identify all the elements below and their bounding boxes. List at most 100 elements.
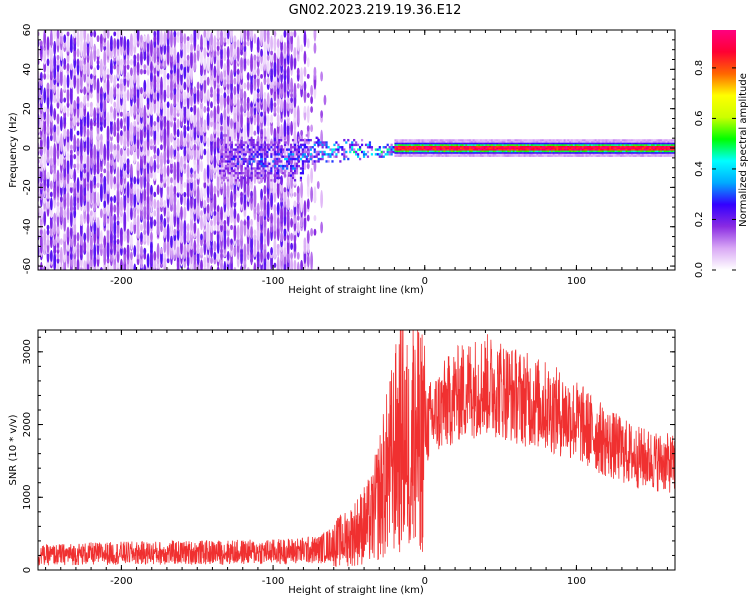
heatmap-cell	[412, 153, 415, 156]
heatmap-cell	[607, 139, 610, 142]
heatmap-cell	[213, 35, 217, 52]
heatmap-cell	[89, 210, 93, 216]
heatmap-cell	[643, 153, 646, 156]
heatmap-cell	[427, 148, 430, 151]
heatmap-cell	[110, 196, 113, 203]
heatmap-cell	[416, 151, 419, 154]
heatmap-cell	[303, 214, 307, 232]
heatmap-cell	[93, 120, 97, 127]
heatmap-cell	[550, 155, 554, 157]
heatmap-cell	[627, 148, 630, 151]
heatmap-cell	[663, 150, 666, 153]
heatmap-cell	[543, 139, 546, 142]
heatmap-cell	[290, 217, 293, 228]
heatmap-cell	[581, 148, 584, 151]
heatmap-cell	[274, 164, 277, 168]
heatmap-cell	[638, 148, 641, 151]
heatmap-cell	[556, 150, 559, 153]
heatmap-cell	[313, 141, 316, 144]
heatmap-cell	[594, 155, 597, 157]
heatmap-cell	[447, 147, 450, 150]
heatmap-cell	[220, 157, 224, 161]
heatmap-cell	[289, 164, 293, 168]
heatmap-cell	[248, 150, 251, 154]
heatmap-cell	[621, 148, 625, 151]
heatmap-cell	[614, 150, 617, 153]
heatmap-cell	[463, 139, 466, 142]
heatmap-cell	[607, 145, 610, 148]
heatmap-cell	[456, 145, 459, 148]
heatmap-cell	[280, 176, 283, 180]
heatmap-cell	[190, 114, 193, 124]
heatmap-cell	[459, 145, 463, 148]
heatmap-cell	[170, 30, 173, 48]
heatmap-cell	[421, 142, 424, 145]
heatmap-cell	[640, 139, 643, 142]
heatmap-cell	[403, 153, 406, 156]
heatmap-cell	[439, 139, 443, 142]
heatmap-cell	[343, 153, 346, 156]
heatmap-cell	[472, 139, 475, 142]
heatmap-cell	[216, 205, 220, 212]
heatmap-cell	[558, 145, 561, 148]
heatmap-cell	[230, 162, 234, 165]
heatmap-cell	[498, 145, 501, 148]
heatmap-cell	[303, 162, 307, 171]
heatmap-cell	[481, 147, 484, 150]
heatmap-cell	[552, 153, 555, 156]
heatmap-cell	[248, 160, 251, 163]
heatmap-cell	[291, 157, 295, 161]
heatmap-cell	[432, 155, 435, 157]
heatmap-cell	[282, 150, 285, 154]
heatmap-cell	[280, 34, 283, 43]
heatmap-cell	[43, 228, 47, 246]
heatmap-cell	[509, 150, 512, 153]
heatmap-cell	[56, 156, 60, 167]
heatmap-cell	[89, 77, 93, 86]
heatmap-cell	[69, 209, 73, 227]
heatmap-cell	[658, 139, 661, 142]
heatmap-cell	[465, 155, 468, 157]
heatmap-cell	[519, 148, 523, 151]
heatmap-cell	[651, 147, 654, 150]
heatmap-cell	[110, 200, 113, 217]
heatmap-cell	[262, 172, 265, 175]
heatmap-cell	[530, 139, 534, 142]
heatmap-cell	[270, 172, 273, 175]
heatmap-cell	[496, 155, 499, 157]
heatmap-cell	[661, 151, 665, 154]
heatmap-cell	[96, 63, 100, 71]
heatmap-cell	[410, 142, 413, 145]
heatmap-cell	[284, 164, 287, 168]
heatmap-cell	[616, 139, 619, 142]
heatmap-cell	[317, 141, 320, 144]
heatmap-cell	[567, 143, 570, 146]
heatmap-cell	[560, 140, 563, 143]
heatmap-cell	[469, 148, 472, 151]
heatmap-cell	[243, 243, 247, 259]
heatmap-cell	[518, 140, 521, 143]
heatmap-cell	[93, 144, 97, 160]
heatmap-cell	[601, 145, 604, 148]
heatmap-cell	[510, 145, 513, 148]
heatmap-cell	[521, 148, 524, 151]
heatmap-cell	[418, 139, 421, 142]
heatmap-cell	[441, 140, 444, 143]
heatmap-cell	[661, 147, 665, 150]
heatmap-cell	[79, 182, 83, 198]
heatmap-cell	[254, 150, 257, 154]
heatmap-cell	[226, 157, 230, 161]
heatmap-cell	[567, 145, 570, 148]
heatmap-cell	[634, 147, 637, 150]
heatmap-cell	[510, 153, 513, 156]
heatmap-cell	[458, 150, 461, 153]
heatmap-cell	[583, 147, 586, 150]
heatmap-cell	[263, 92, 267, 99]
heatmap-cell	[113, 144, 117, 151]
heatmap-cell	[193, 30, 197, 43]
heatmap-cell	[59, 133, 63, 152]
heatmap-cell	[441, 143, 444, 146]
heatmap-cell	[99, 230, 103, 244]
heatmap-cell	[550, 140, 554, 143]
heatmap-cell	[366, 150, 370, 154]
